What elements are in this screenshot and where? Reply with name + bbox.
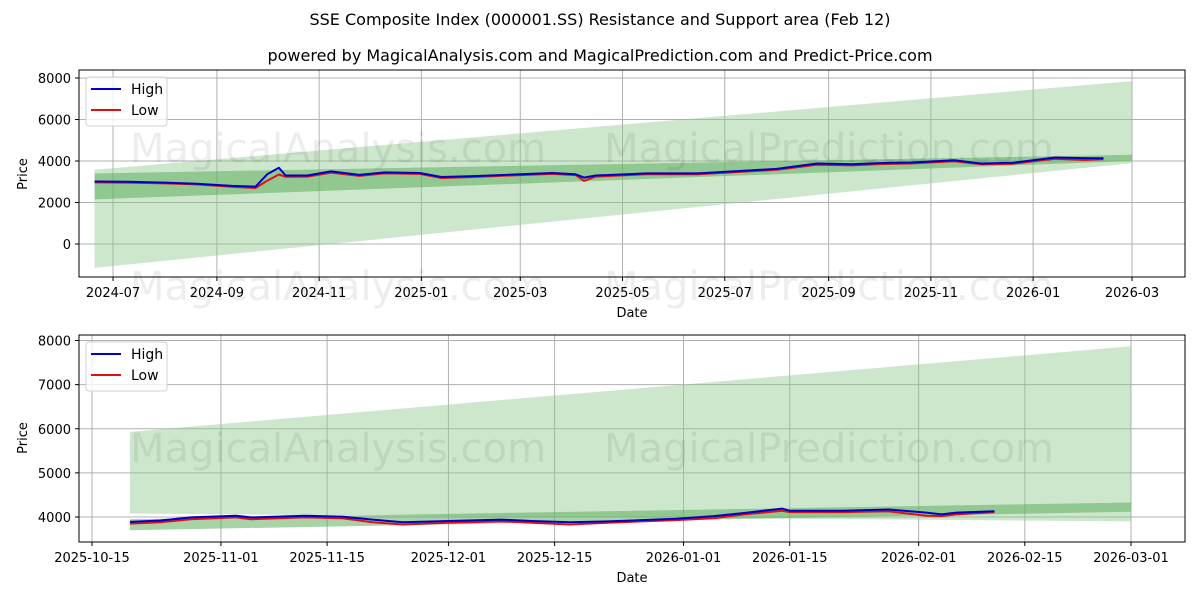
y-tick-label: 0 <box>63 238 71 253</box>
y-axis: 4000 5000 6000 7000 8000 Price <box>16 335 79 526</box>
y-tick-label: 8000 <box>38 72 71 87</box>
x-tick-label: 2025-10-15 <box>54 551 130 566</box>
y-tick-label: 8000 <box>38 335 71 350</box>
high-price-line <box>94 156 1104 188</box>
legend-label: Low <box>131 103 159 119</box>
x-tick-label: 2025-11-01 <box>183 551 259 566</box>
x-tick-label: 2025-12-01 <box>411 551 487 566</box>
watermark: MagicalAnalysis.com <box>130 126 546 172</box>
x-axis-label: Date <box>616 306 647 321</box>
x-tick-label: 2026-02-15 <box>987 551 1063 566</box>
watermark: MagicalPrediction.com <box>604 264 1054 310</box>
legend-label: High <box>131 347 163 363</box>
y-tick-label: 7000 <box>38 379 71 394</box>
x-tick-label: 2025-01 <box>394 286 448 301</box>
y-axis-label: Price <box>16 158 31 190</box>
core-band <box>94 154 1132 200</box>
legend-label: Low <box>131 368 159 384</box>
wide-band <box>129 346 1132 522</box>
y-tick-label: 5000 <box>38 467 71 482</box>
y-axis-label: Price <box>16 422 31 454</box>
x-tick-label: 2026-02-01 <box>881 551 957 566</box>
x-tick-label: 2025-03 <box>493 286 547 301</box>
plot-frame <box>78 69 1186 278</box>
y-tick-label: 2000 <box>38 197 71 212</box>
watermark: MagicalAnalysis.com <box>130 426 546 472</box>
x-axis: 2024-07 2024-09 2024-11 2025-01 2025-03 2025-… <box>86 277 1159 321</box>
x-tick-label: 2025-11-15 <box>289 551 365 566</box>
chart-panel-2: MagicalAnalysis.com MagicalPrediction.com… <box>16 334 1186 586</box>
chart-title: SSE Composite Index (000001.SS) Resistan… <box>309 10 891 29</box>
y-tick-label: 4000 <box>38 155 71 170</box>
x-tick-label: 2026-03 <box>1105 286 1159 301</box>
plot-frame <box>78 334 1186 543</box>
x-tick-label: 2025-07 <box>698 286 752 301</box>
y-tick-label: 4000 <box>38 511 71 526</box>
x-axis-label: Date <box>616 571 647 586</box>
legend-label: High <box>131 82 163 98</box>
x-tick-label: 2024-09 <box>190 286 244 301</box>
x-tick-label: 2026-01 <box>1006 286 1060 301</box>
y-tick-label: 6000 <box>38 423 71 438</box>
legend: High Low <box>85 341 168 392</box>
chart-subtitle: powered by MagicalAnalysis.com and Magic… <box>267 46 933 65</box>
x-tick-label: 2025-12-15 <box>517 551 593 566</box>
x-tick-label: 2026-01-15 <box>752 551 828 566</box>
watermark: MagicalPrediction.com <box>604 426 1054 472</box>
y-axis: 0 2000 4000 6000 8000 Price <box>16 72 79 253</box>
x-tick-label: 2026-03-01 <box>1093 551 1169 566</box>
x-tick-label: 2026-01-01 <box>646 551 722 566</box>
y-tick-label: 6000 <box>38 114 71 129</box>
high-price-line <box>129 507 995 524</box>
watermark: MagicalAnalysis.com <box>130 264 546 310</box>
x-tick-label: 2024-11 <box>292 286 346 301</box>
x-tick-label: 2025-09 <box>801 286 855 301</box>
legend: High Low <box>85 76 168 127</box>
x-tick-label: 2025-05 <box>595 286 649 301</box>
chart-panel-1: MagicalAnalysis.com MagicalPrediction.com… <box>16 69 1186 321</box>
x-tick-label: 2024-07 <box>86 286 140 301</box>
x-tick-label: 2025-11 <box>904 286 958 301</box>
low-price-line <box>129 509 995 526</box>
x-axis: 2025-10-15 2025-11-01 2025-11-15 2025-12-01… <box>54 542 1169 586</box>
